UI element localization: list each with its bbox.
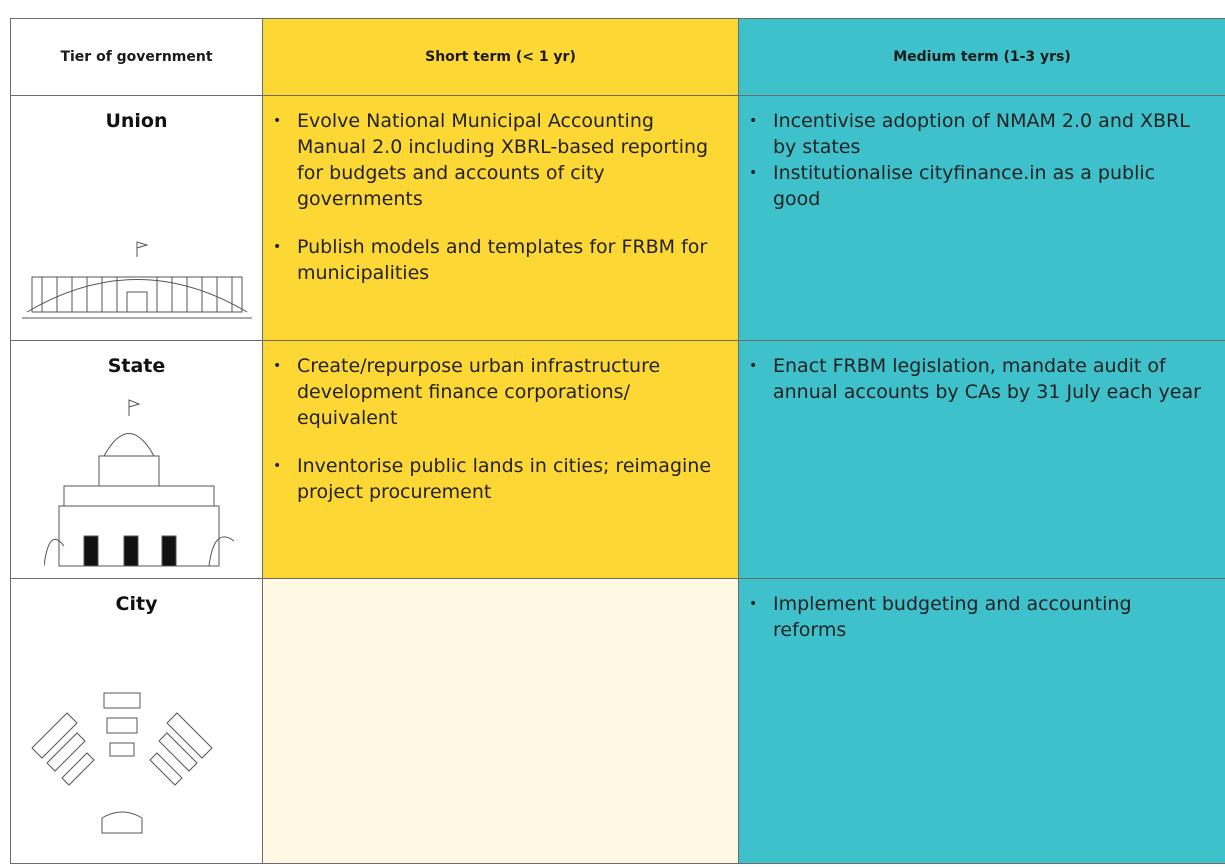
header-cell: Tier of government (10, 18, 263, 96)
medium-term-cell: Incentivise adoption of NMAM 2.0 and XBR… (738, 95, 1225, 341)
bullet-list: Enact FRBM legislation, mandate audit of… (739, 341, 1225, 405)
door (123, 535, 139, 567)
bullet-item: Create/repurpose urban infrastructure de… (273, 353, 718, 431)
bullet-list: Implement budgeting and accounting refor… (739, 579, 1225, 643)
bullet-list: Incentivise adoption of NMAM 2.0 and XBR… (739, 96, 1225, 212)
seats-center (103, 692, 141, 757)
seats-right (149, 712, 213, 786)
entrance (126, 291, 148, 313)
door (83, 535, 99, 567)
tier-cell: Union (10, 95, 263, 341)
bullet-item: Enact FRBM legislation, mandate audit of… (749, 353, 1205, 405)
columns (41, 277, 233, 312)
door (161, 535, 177, 567)
short-term-cell: Create/repurpose urban infrastructure de… (262, 340, 739, 579)
state-icon (44, 399, 234, 567)
medium-term-cell: Implement budgeting and accounting refor… (738, 578, 1225, 864)
flag (128, 399, 141, 416)
bullet-item: Publish models and templates for FRBM fo… (273, 234, 718, 286)
bullet-list: Create/repurpose urban infrastructure de… (263, 341, 738, 505)
header-cell: Short term (< 1 yr) (262, 18, 739, 96)
dome (26, 279, 248, 313)
upper-floor (63, 485, 215, 507)
bullet-item: Inventorise public lands in cities; reim… (273, 453, 718, 505)
city-icon (31, 692, 213, 834)
drum (98, 455, 160, 487)
bullet-item: Evolve National Municipal Accounting Man… (273, 108, 718, 212)
header-cell: Medium term (1-3 yrs) (738, 18, 1225, 96)
medium-term-cell: Enact FRBM legislation, mandate audit of… (738, 340, 1225, 579)
bullet-item: Implement budgeting and accounting refor… (749, 591, 1205, 643)
union-icon (22, 241, 252, 319)
short-term-cell (262, 578, 739, 864)
flag (136, 241, 149, 257)
bullet-item: Institutionalise cityfinance.in as a pub… (749, 160, 1205, 212)
bullet-list (263, 579, 738, 591)
plants (44, 536, 234, 567)
bullet-item: Incentivise adoption of NMAM 2.0 and XBR… (749, 108, 1205, 160)
seats-left (31, 712, 95, 786)
podium (101, 811, 143, 834)
dome (103, 433, 155, 457)
short-term-cell: Evolve National Municipal Accounting Man… (262, 95, 739, 341)
base (58, 505, 220, 567)
bullet-list: Evolve National Municipal Accounting Man… (263, 96, 738, 286)
